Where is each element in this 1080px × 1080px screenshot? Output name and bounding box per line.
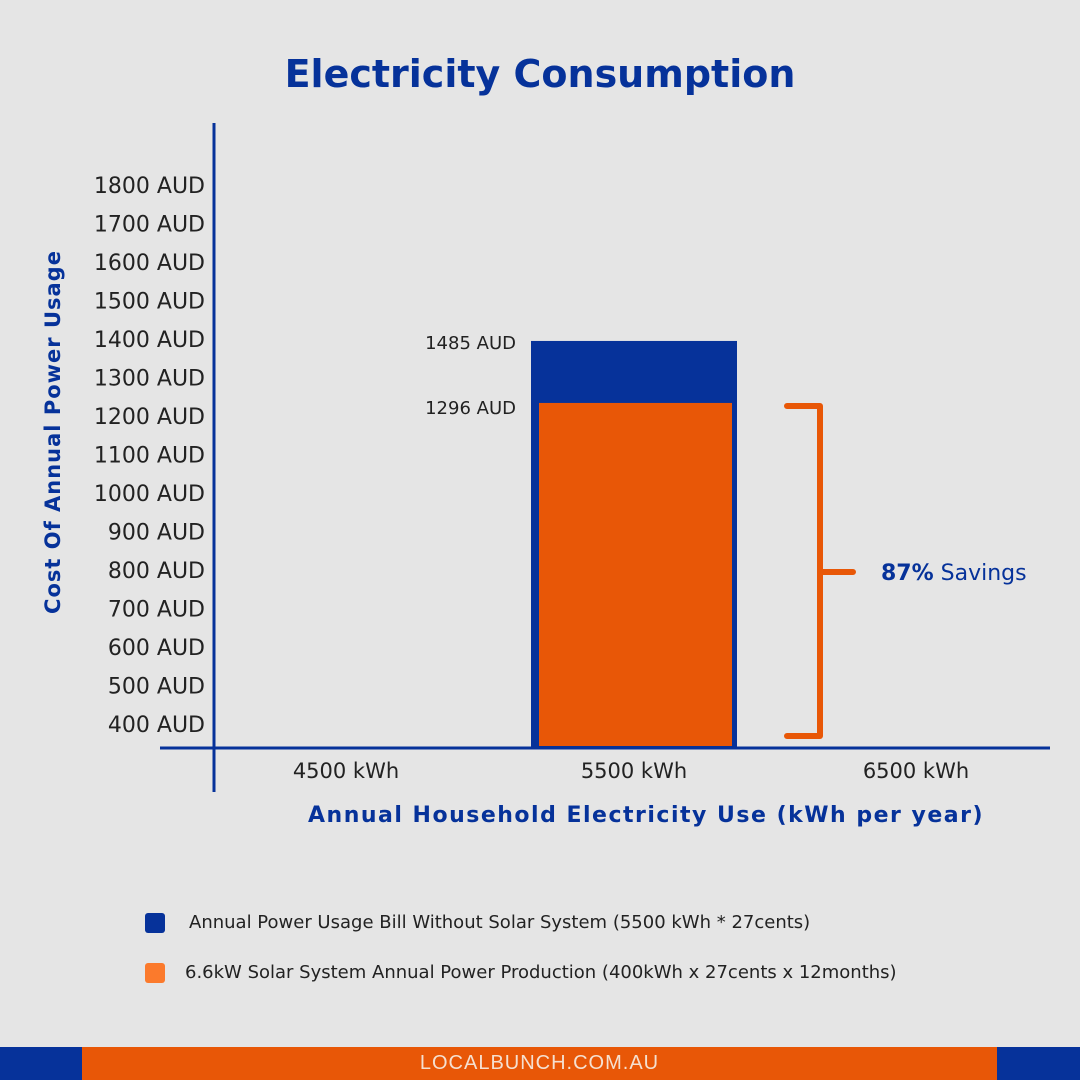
bar-solar [539, 402, 732, 746]
y-tick-label: 400 AUD [108, 713, 205, 738]
chart-title: Electricity Consumption [284, 52, 796, 96]
y-tick-label: 600 AUD [108, 636, 205, 661]
y-tick-label: 1600 AUD [94, 251, 205, 276]
legend-label: 6.6kW Solar System Annual Power Producti… [185, 962, 897, 983]
y-tick-label: 1000 AUD [94, 482, 205, 507]
savings-annotation: 87% Savings [881, 561, 1027, 586]
y-tick-label: 1500 AUD [94, 290, 205, 315]
y-tick-label: 1100 AUD [94, 444, 205, 469]
y-tick-label: 1400 AUD [94, 328, 205, 353]
bar-label-solar: 1296 AUD [425, 398, 516, 419]
bar-label-without-solar: 1485 AUD [425, 333, 516, 354]
y-tick-label: 1200 AUD [94, 405, 205, 430]
x-tick-label: 4500 kWh [293, 759, 399, 783]
x-tick-label: 6500 kWh [863, 759, 969, 783]
y-tick-label: 1300 AUD [94, 367, 205, 392]
legend-swatch-orange [145, 962, 165, 983]
y-tick-label: 500 AUD [108, 675, 205, 700]
legend-item-without-solar: Annual Power Usage Bill Without Solar Sy… [145, 912, 810, 933]
y-tick-label: 1700 AUD [94, 213, 205, 238]
savings-percent: 87% [881, 561, 934, 586]
legend-label: Annual Power Usage Bill Without Solar Sy… [189, 912, 811, 933]
savings-text: Savings [934, 561, 1027, 586]
x-axis-label: Annual Household Electricity Use (kWh pe… [308, 803, 985, 828]
legend-swatch-blue [145, 912, 165, 933]
footer-website[interactable]: LOCALBUNCH.COM.AU [82, 1047, 997, 1080]
y-tick-label: 700 AUD [108, 598, 205, 623]
x-tick-label: 5500 kWh [581, 759, 687, 783]
y-tick-label: 900 AUD [108, 521, 205, 546]
y-tick-label: 800 AUD [108, 559, 205, 584]
legend-item-solar: 6.6kW Solar System Annual Power Producti… [145, 962, 897, 983]
footer-bar: LOCALBUNCH.COM.AU [0, 1047, 1080, 1080]
savings-bracket [784, 403, 856, 739]
y-tick-label: 1800 AUD [94, 174, 205, 199]
